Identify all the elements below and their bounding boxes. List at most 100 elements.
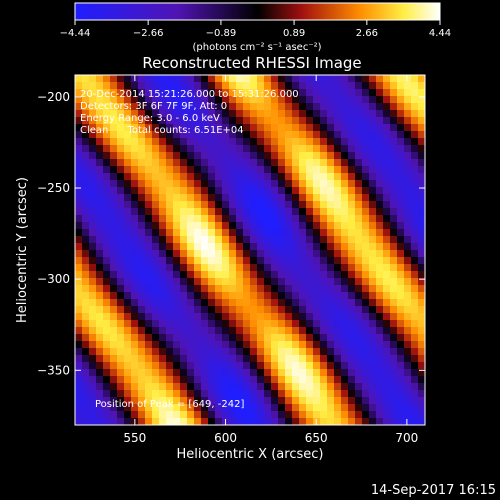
heatmap-cell <box>75 96 83 104</box>
heatmap-cell <box>138 334 146 342</box>
heatmap-cell <box>376 82 384 90</box>
heatmap-cell <box>383 243 391 251</box>
heatmap-cell <box>96 187 104 195</box>
heatmap-cell <box>89 215 97 223</box>
heatmap-cell <box>173 313 181 321</box>
heatmap-cell <box>397 138 405 146</box>
heatmap-cell <box>271 187 279 195</box>
heatmap-cell <box>194 173 202 181</box>
heatmap-cell <box>257 264 265 272</box>
heatmap-cell <box>313 124 321 132</box>
heatmap-cell <box>341 257 349 265</box>
y-axis-ticks: −200−250−300−350 <box>37 90 425 377</box>
heatmap-cell <box>131 82 139 90</box>
heatmap-cell <box>376 257 384 265</box>
heatmap-cell <box>411 82 419 90</box>
heatmap-cell <box>173 257 181 265</box>
heatmap-cell <box>96 341 104 349</box>
heatmap-cell <box>236 89 244 97</box>
heatmap-cell <box>117 369 125 377</box>
heatmap-cell <box>103 362 111 370</box>
heatmap-cell <box>292 383 300 391</box>
heatmap-cell <box>159 348 167 356</box>
heatmap-cell <box>96 369 104 377</box>
heatmap-cell <box>215 313 223 321</box>
heatmap-cell <box>271 299 279 307</box>
heatmap-cell <box>194 257 202 265</box>
heatmap-cell <box>397 145 405 153</box>
heatmap-cell <box>159 103 167 111</box>
heatmap-cell <box>180 264 188 272</box>
heatmap-cell <box>271 376 279 384</box>
heatmap-cell <box>418 236 426 244</box>
heatmap-cell <box>187 306 195 314</box>
heatmap-cell <box>341 201 349 209</box>
heatmap-cell <box>110 292 118 300</box>
heatmap-cell <box>285 236 293 244</box>
heatmap-cell <box>173 215 181 223</box>
heatmap-cell <box>243 96 251 104</box>
heatmap-cell <box>271 327 279 335</box>
heatmap-cell <box>376 222 384 230</box>
heatmap-cell <box>264 285 272 293</box>
colorbar-tick-label: 4.44 <box>429 28 451 39</box>
annotation-time-range: 20-Dec-2014 15:21:26.000 to 15:31:26.000 <box>80 89 299 100</box>
heatmap-cell <box>194 264 202 272</box>
heatmap-cell <box>376 320 384 328</box>
heatmap-cell <box>152 320 160 328</box>
heatmap-cell <box>313 110 321 118</box>
heatmap-cell <box>89 411 97 419</box>
heatmap-cell <box>369 138 377 146</box>
heatmap-cell <box>376 96 384 104</box>
heatmap-cell <box>411 383 419 391</box>
heatmap-cell <box>124 236 132 244</box>
heatmap-cell <box>257 404 265 412</box>
heatmap-cell <box>96 96 104 104</box>
heatmap-cell <box>201 166 209 174</box>
heatmap-cell <box>215 264 223 272</box>
heatmap-cell <box>166 397 174 405</box>
heatmap-cell <box>278 362 286 370</box>
heatmap-cell <box>313 404 321 412</box>
heatmap-cell <box>383 222 391 230</box>
heatmap-cell <box>145 264 153 272</box>
heatmap-cell <box>285 215 293 223</box>
heatmap-cell <box>187 208 195 216</box>
heatmap-cell <box>229 341 237 349</box>
heatmap-cell <box>341 159 349 167</box>
heatmap-cell <box>404 285 412 293</box>
heatmap-cell <box>222 250 230 258</box>
heatmap-cell <box>152 383 160 391</box>
heatmap-cell <box>369 222 377 230</box>
heatmap-cell <box>82 187 90 195</box>
heatmap-cell <box>341 236 349 244</box>
heatmap-cell <box>292 334 300 342</box>
heatmap-cell <box>418 411 426 419</box>
heatmap-cell <box>320 222 328 230</box>
heatmap-cell <box>82 257 90 265</box>
heatmap-cell <box>278 236 286 244</box>
heatmap-cell <box>194 355 202 363</box>
heatmap-cell <box>397 313 405 321</box>
heatmap-cell <box>327 362 335 370</box>
heatmap-cell <box>320 411 328 419</box>
heatmap-cell <box>404 75 412 83</box>
heatmap-cell <box>257 222 265 230</box>
heatmap-cell <box>292 257 300 265</box>
heatmap-cell <box>411 369 419 377</box>
heatmap-cell <box>117 194 125 202</box>
heatmap-cell <box>89 138 97 146</box>
heatmap-cell <box>194 285 202 293</box>
heatmap-cell <box>215 110 223 118</box>
heatmap-cell <box>257 159 265 167</box>
heatmap-cell <box>82 362 90 370</box>
heatmap-cell <box>313 292 321 300</box>
heatmap-cell <box>250 131 258 139</box>
heatmap-cell <box>201 222 209 230</box>
heatmap-cell <box>103 264 111 272</box>
heatmap-cell <box>75 75 83 83</box>
heatmap-cell <box>250 243 258 251</box>
heatmap-cell <box>411 201 419 209</box>
heatmap-cell <box>236 187 244 195</box>
heatmap-cell <box>159 138 167 146</box>
